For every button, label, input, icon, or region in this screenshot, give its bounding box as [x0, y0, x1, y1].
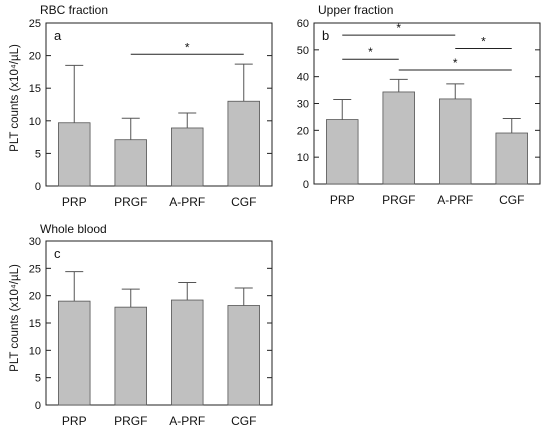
y-tick-label: 10 — [29, 116, 41, 128]
chart-title: Upper fraction — [318, 3, 393, 17]
panel-c: Whole blood c 0 5 10 15 20 25 30 PLT counts (x10⁴… — [9, 222, 273, 428]
y-tick-label: 10 — [297, 152, 309, 164]
significance-star: * — [453, 56, 458, 70]
significance-star: * — [185, 40, 190, 54]
y-tick-label: 20 — [29, 291, 41, 303]
y-tick-label: 50 — [297, 45, 309, 57]
x-tick-label: CGF — [231, 414, 256, 428]
y-tick-label: 30 — [297, 99, 309, 111]
significance-star: * — [368, 45, 373, 59]
y-tick-label: 15 — [29, 318, 41, 330]
bar-a-prf — [171, 127, 204, 187]
x-tick-label: PRP — [62, 414, 87, 428]
chart-title: RBC fraction — [40, 3, 108, 17]
panel-b: Upper fraction b 0 10 20 30 40 50 60 PRP PRGF A-PRF… — [297, 3, 541, 207]
x-tick-label: PRGF — [382, 193, 415, 207]
x-tick-label: CGF — [231, 195, 256, 209]
y-tick-label: 60 — [297, 18, 309, 30]
y-tick-label: 25 — [29, 18, 41, 30]
x-tick-label: PRP — [62, 195, 87, 209]
bar-prgf — [114, 306, 147, 406]
y-axis-label: PLT counts (x10⁴/µL) — [9, 264, 21, 372]
x-tick-label: CGF — [499, 193, 524, 207]
bar-cgf — [495, 132, 528, 185]
chart-title: Whole blood — [40, 222, 107, 236]
y-tick-label: 20 — [297, 125, 309, 137]
bar-prp — [58, 122, 91, 187]
x-tick-label: PRGF — [114, 195, 147, 209]
y-axis-label: PLT counts (x10⁴/µL) — [9, 44, 21, 152]
y-tick-label: 10 — [29, 345, 41, 357]
bar-cgf — [227, 100, 260, 187]
panel-label: a — [54, 28, 62, 43]
panel-a: RBC fraction a 0 5 10 15 20 25 PLT counts (x10⁴/… — [9, 3, 273, 209]
y-tick-label: 0 — [35, 181, 41, 193]
x-tick-label: A-PRF — [169, 195, 205, 209]
x-tick-label: A-PRF — [437, 193, 473, 207]
bar-prgf — [114, 139, 147, 187]
y-tick-label: 40 — [297, 72, 309, 84]
panel-label: b — [322, 28, 329, 43]
y-tick-label: 5 — [35, 373, 41, 385]
bar-a-prf — [171, 299, 204, 406]
bar-cgf — [227, 305, 260, 406]
bar-prp — [326, 119, 359, 185]
bar-prgf — [382, 91, 415, 185]
y-tick-label: 5 — [35, 148, 41, 160]
y-tick-label: 0 — [35, 400, 41, 412]
panel-label: c — [54, 246, 61, 261]
bar-a-prf — [439, 98, 472, 185]
x-tick-label: PRP — [330, 193, 355, 207]
y-tick-label: 20 — [29, 51, 41, 63]
y-tick-label: 0 — [303, 179, 309, 191]
bar-prp — [58, 300, 91, 406]
y-tick-label: 15 — [29, 83, 41, 95]
significance-star: * — [481, 34, 486, 48]
y-tick-label: 30 — [29, 236, 41, 248]
x-tick-label: A-PRF — [169, 414, 205, 428]
y-tick-label: 25 — [29, 263, 41, 275]
plot-frame — [45, 22, 273, 187]
x-tick-label: PRGF — [114, 414, 147, 428]
significance-star: * — [396, 21, 401, 35]
